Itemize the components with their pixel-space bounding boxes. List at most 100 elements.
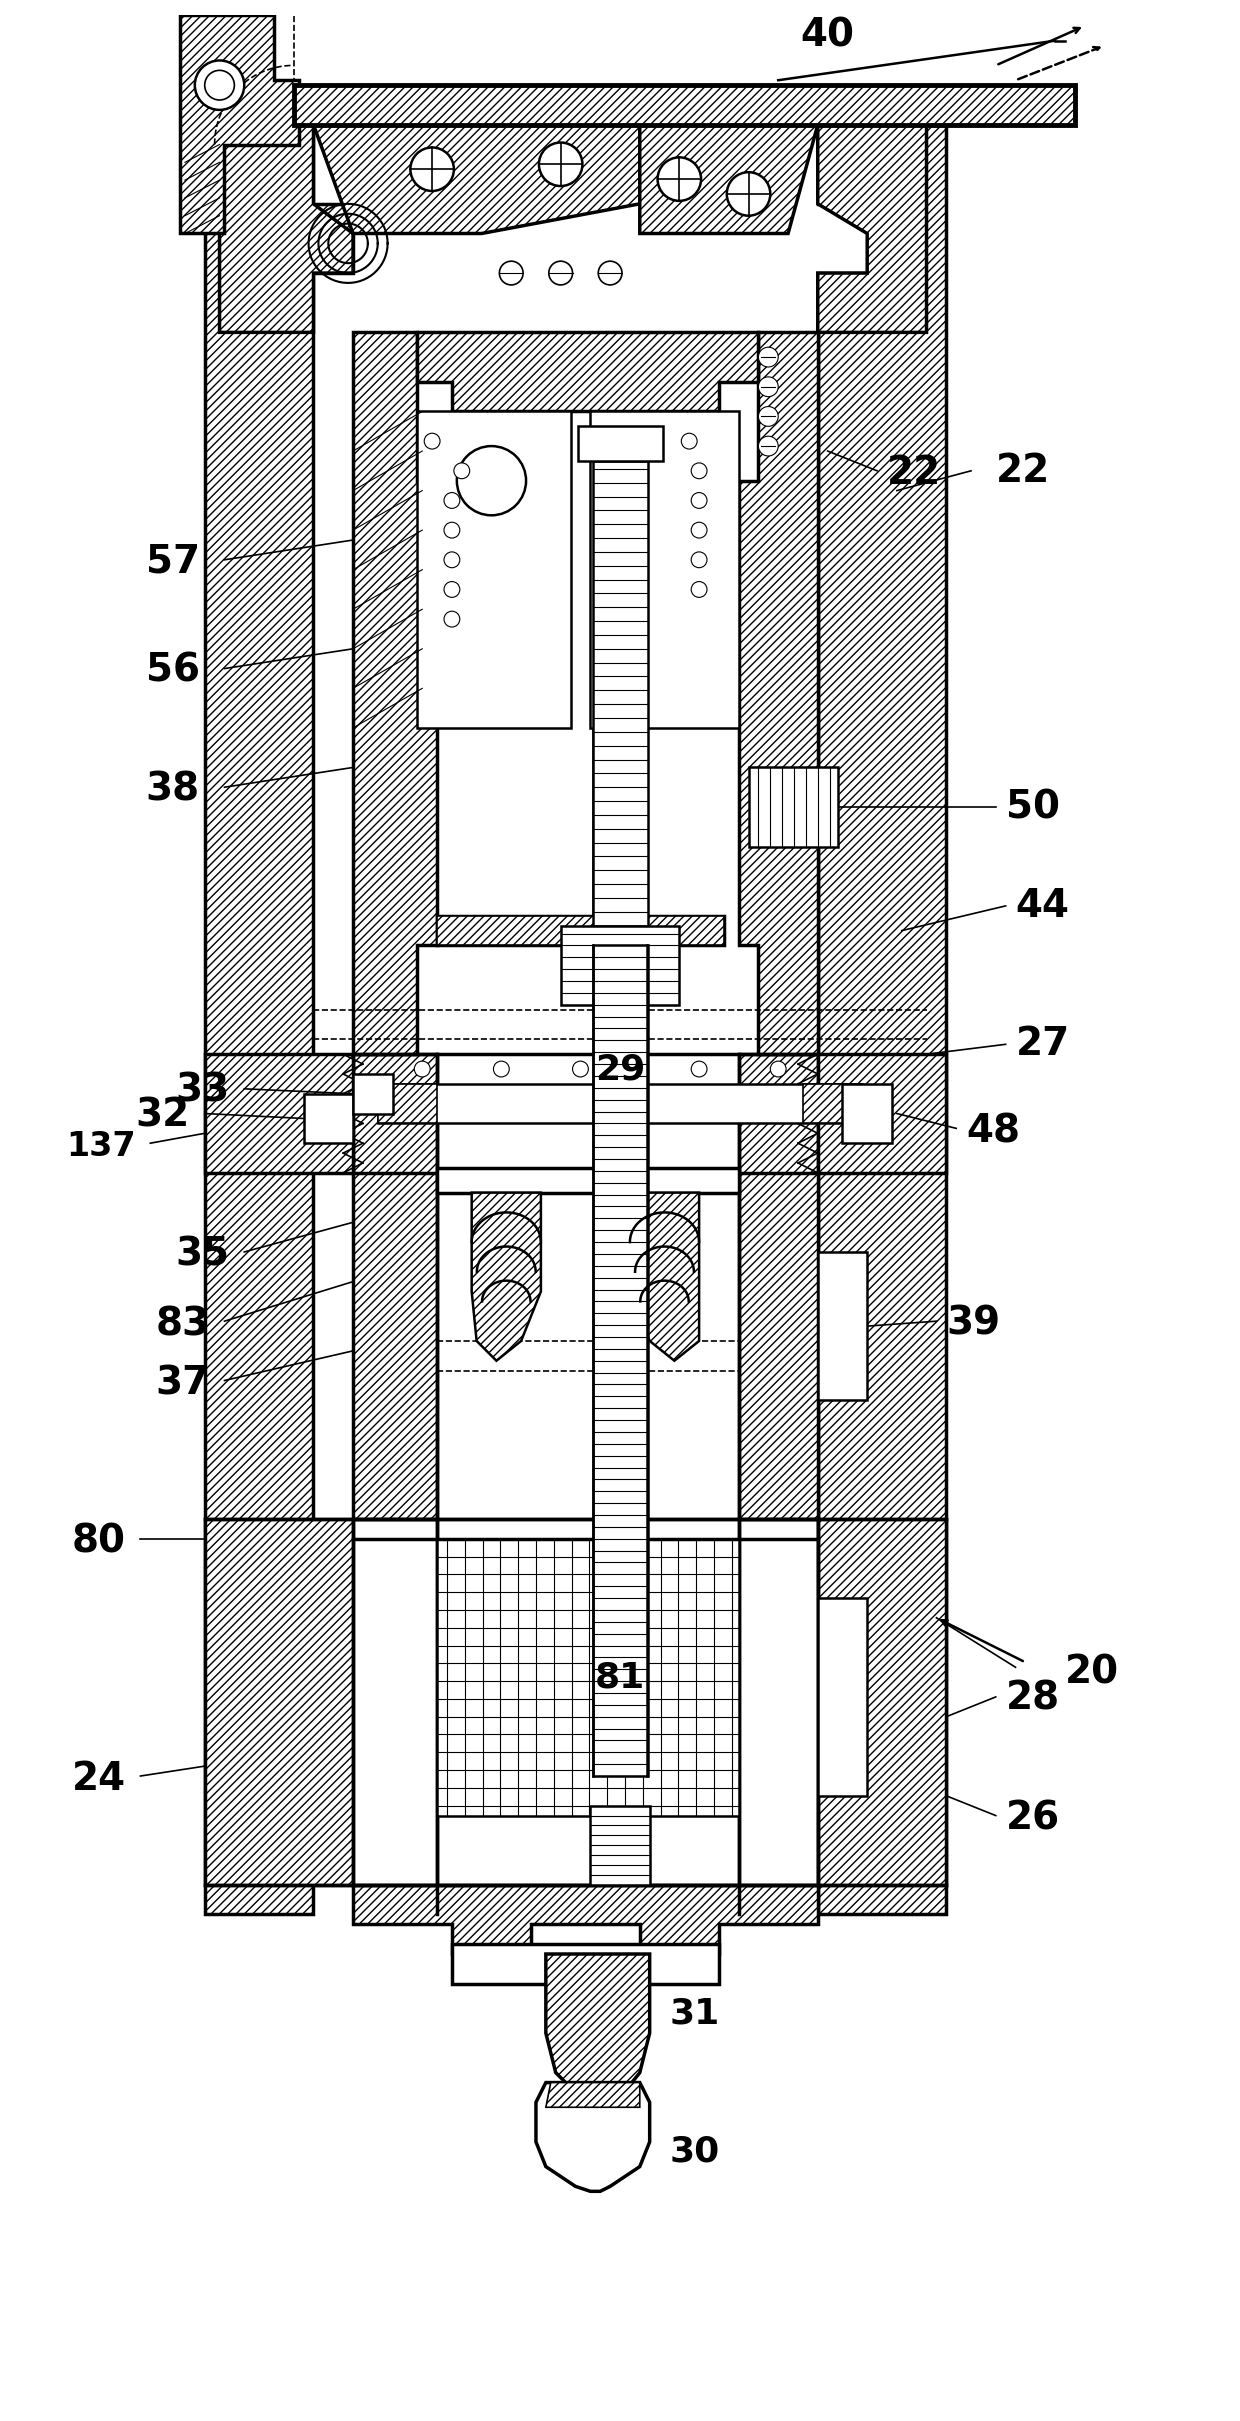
Bar [451,1944,719,1983]
Circle shape [598,261,622,286]
Circle shape [494,1060,510,1077]
Circle shape [727,172,770,215]
Polygon shape [378,1085,436,1123]
Bar [817,1598,867,1796]
Circle shape [657,157,701,201]
Bar [205,1053,353,1172]
Polygon shape [418,332,759,412]
Polygon shape [314,126,640,232]
Bar [436,915,724,947]
Polygon shape [471,1194,541,1361]
Circle shape [759,378,779,397]
Polygon shape [640,126,817,232]
Text: 32: 32 [135,1097,190,1135]
Text: 28: 28 [1006,1680,1060,1719]
Polygon shape [219,126,353,332]
Circle shape [444,523,460,537]
Text: 57: 57 [145,542,200,581]
Bar [294,85,1075,126]
Polygon shape [630,1194,699,1361]
Polygon shape [739,332,817,1053]
Circle shape [691,523,707,537]
Circle shape [410,148,454,191]
Circle shape [444,552,460,567]
Text: 33: 33 [175,1073,229,1109]
Polygon shape [546,1954,650,2106]
Text: 26: 26 [1006,1799,1060,1838]
Polygon shape [353,1053,436,1518]
Bar [436,1167,739,1194]
Polygon shape [180,15,299,232]
Circle shape [573,1060,588,1077]
Text: 137: 137 [66,1131,135,1162]
Bar [593,947,647,1777]
Circle shape [205,70,234,99]
Bar [353,1075,393,1114]
Circle shape [444,491,460,508]
Polygon shape [804,1085,862,1123]
Bar [590,412,739,729]
Text: 30: 30 [670,2135,719,2169]
Polygon shape [817,1518,946,1886]
Circle shape [539,143,583,186]
Text: 35: 35 [175,1237,229,1273]
Circle shape [195,61,244,109]
Circle shape [444,581,460,598]
Text: 22: 22 [996,453,1050,489]
Circle shape [414,1060,430,1077]
Text: 50: 50 [1006,787,1060,826]
Bar [378,1085,862,1123]
Text: 37: 37 [155,1365,210,1402]
Bar [590,1806,650,1886]
Polygon shape [353,1886,817,1954]
Bar [436,1540,739,1816]
Circle shape [424,433,440,448]
Text: 29: 29 [595,1053,645,1087]
Bar [593,460,647,925]
Circle shape [759,436,779,455]
Polygon shape [205,126,353,1915]
Circle shape [759,346,779,368]
Bar [560,925,680,1005]
Text: 40: 40 [801,17,854,56]
Text: 27: 27 [1016,1027,1070,1063]
Bar [304,1094,353,1143]
Circle shape [500,261,523,286]
Text: 48: 48 [966,1111,1021,1150]
Circle shape [691,581,707,598]
Bar [817,1053,946,1172]
Bar [817,1252,867,1399]
Circle shape [759,407,779,426]
Bar [436,915,724,947]
Circle shape [444,610,460,627]
Polygon shape [817,126,926,332]
Polygon shape [739,1053,817,1518]
Circle shape [691,552,707,567]
Text: 80: 80 [72,1523,125,1562]
Circle shape [456,445,526,516]
Text: 39: 39 [946,1305,1001,1341]
Circle shape [454,462,470,479]
Bar [749,767,837,847]
Text: 31: 31 [670,1997,719,2031]
Text: 38: 38 [145,770,200,809]
Circle shape [681,433,697,448]
Text: 83: 83 [155,1305,210,1344]
Polygon shape [817,126,946,1915]
Circle shape [770,1060,786,1077]
Bar [579,426,662,460]
Circle shape [691,491,707,508]
Text: 56: 56 [146,651,200,690]
Circle shape [691,462,707,479]
Circle shape [691,1060,707,1077]
Text: 20: 20 [1065,1654,1118,1692]
Text: 24: 24 [72,1760,125,1799]
Polygon shape [536,2082,650,2191]
Bar [842,1085,892,1143]
Text: 81: 81 [595,1661,645,1695]
Bar [418,412,570,729]
Text: 44: 44 [1016,886,1070,925]
Polygon shape [353,332,436,1053]
Text: 22: 22 [887,453,941,491]
Circle shape [549,261,573,286]
